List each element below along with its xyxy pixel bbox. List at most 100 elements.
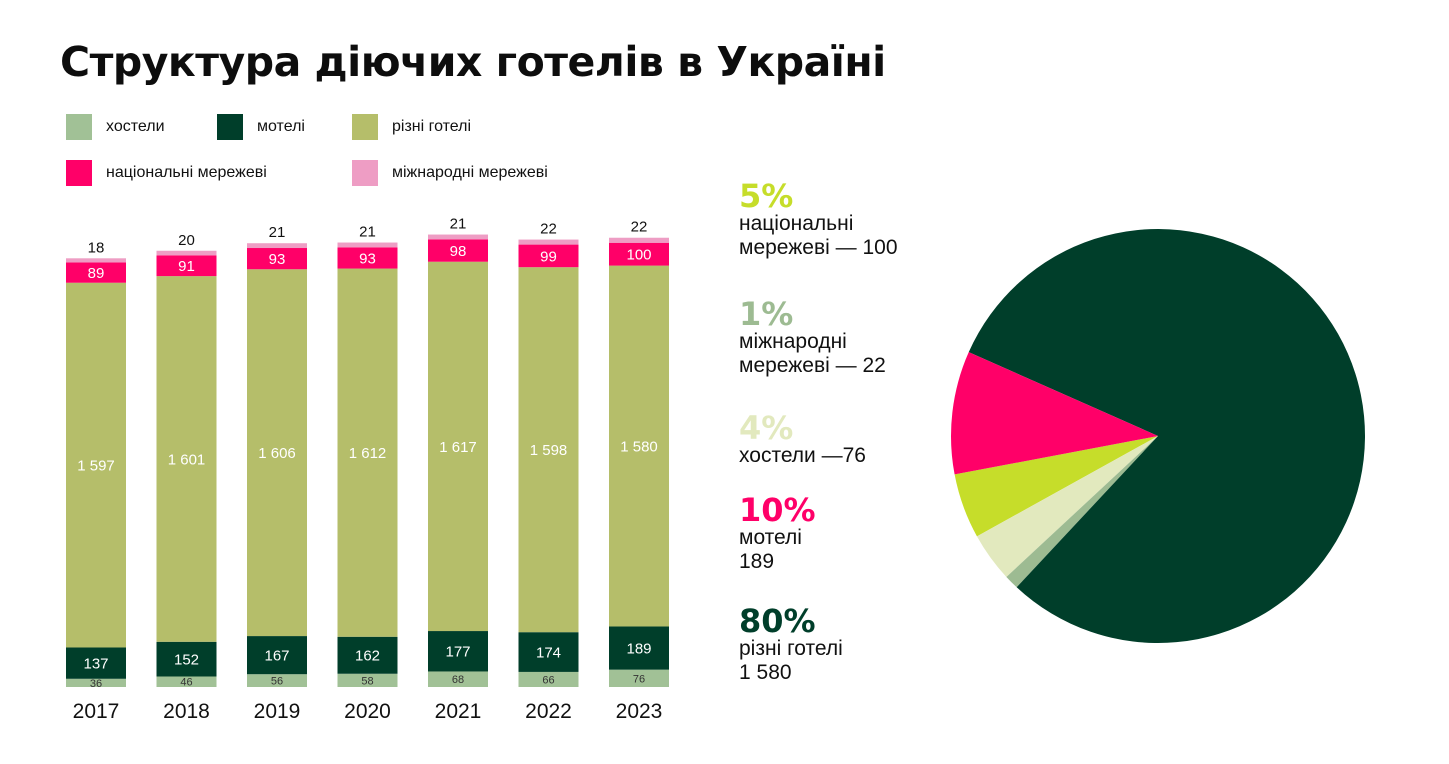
bar-value-label: 20 (178, 232, 195, 249)
chart-title: Структура діючих готелів в Україні (60, 38, 886, 86)
bar-segment (156, 676, 217, 687)
legend-item-hostels: хостели (66, 114, 165, 140)
bar-segment (337, 268, 398, 637)
bar-value-label: 93 (269, 251, 286, 268)
x-tick-label: 2022 (525, 700, 572, 723)
pie-pct-motels: 10% (739, 491, 816, 529)
bar-segment (66, 678, 126, 687)
bar-value-label: 174 (536, 644, 561, 661)
bar-segment (518, 239, 579, 245)
bar-segment (337, 636, 398, 674)
bar-value-label: 18 (88, 239, 105, 256)
bar-value-label: 58 (361, 675, 373, 687)
bar-segment (428, 239, 488, 262)
pie-slice (976, 436, 1158, 577)
bar-value-label: 91 (178, 258, 195, 275)
bar-segment (337, 673, 398, 687)
bar-segment (247, 674, 307, 687)
bar-segment (66, 258, 126, 263)
bar-segment (247, 248, 307, 270)
bar-stack: 76 189 1 580 100 22 (609, 219, 669, 687)
bar-value-label: 1 598 (530, 442, 568, 459)
bar-value-label: 1 617 (439, 439, 477, 456)
pie-slice (954, 436, 1158, 537)
bar-value-label: 189 (626, 640, 651, 657)
bar-value-label: 1 606 (258, 445, 296, 462)
x-tick-label: 2018 (163, 700, 210, 723)
bar-stack: 36 137 1 597 89 18 (66, 239, 126, 690)
bar-value-label: 21 (359, 224, 376, 241)
legend-label-international: міжнародні мережеві (392, 164, 548, 181)
pie-slice (968, 229, 1366, 644)
bar-value-label: 21 (269, 224, 286, 241)
bar-stack: 66 174 1 598 99 22 (518, 221, 579, 687)
bar-value-label: 137 (83, 656, 108, 673)
pie-pct-various: 80% (739, 602, 816, 640)
bar-value-label: 177 (445, 644, 470, 661)
bar-segment (518, 244, 579, 268)
bar-stack: 56 167 1 606 93 21 (247, 224, 307, 688)
bar-segment (428, 631, 488, 672)
pie-label-national: національні мережеві — 100 (739, 212, 898, 259)
pie-label-motels: мотелі 189 (739, 526, 802, 573)
bar-value-label: 93 (359, 250, 376, 267)
legend-label-various: різні готелі (392, 118, 472, 135)
pie-pct-hostels: 4% (739, 409, 794, 447)
bar-value-label: 89 (88, 265, 105, 282)
bar-segment (518, 671, 579, 687)
legend-item-international: міжнародні мережеві (352, 160, 548, 186)
bar-segment (247, 269, 307, 637)
bar-segment (247, 636, 307, 675)
bar-segment (337, 242, 398, 248)
bar-segment (428, 234, 488, 240)
bar-value-label: 1 601 (168, 451, 206, 468)
bar-value-label: 21 (450, 216, 467, 233)
bar-segment (156, 641, 217, 677)
bar-segment (518, 632, 579, 672)
pie-slice (951, 352, 1158, 475)
bar-stack: 58 162 1 612 93 21 (337, 224, 398, 687)
bar-value-label: 68 (452, 674, 464, 686)
pie-label-international: міжнародні мережеві — 22 (739, 330, 886, 377)
bar-value-label: 1 580 (620, 438, 658, 455)
bar-segment (66, 282, 126, 648)
x-tick-label: 2023 (616, 700, 663, 723)
legend-label-motels: мотелі (257, 118, 305, 135)
bar-value-label: 100 (626, 247, 651, 264)
bar-segment (428, 671, 488, 687)
bar-segment (609, 626, 669, 670)
bar-value-label: 99 (540, 248, 557, 265)
legend-item-national: національні мережеві (66, 160, 267, 186)
pie-pct-national: 5% (739, 177, 794, 215)
bar-value-label: 167 (264, 648, 289, 665)
bar-segment (609, 242, 669, 266)
bar-value-label: 76 (633, 673, 645, 685)
legend-label-national: національні мережеві (106, 164, 267, 181)
legend-swatch-national (66, 160, 92, 186)
x-tick-label: 2021 (435, 700, 482, 723)
legend-swatch-international (352, 160, 378, 186)
bar-stack: 46 152 1 601 91 20 (156, 232, 217, 689)
bar-value-label: 152 (174, 652, 199, 669)
pie-label-hostels: хостели —76 (739, 444, 866, 467)
bar-stack: 68 177 1 617 98 21 (428, 216, 488, 687)
legend-swatch-hostels (66, 114, 92, 140)
x-tick-label: 2017 (73, 700, 120, 723)
legend-swatch-motels (217, 114, 243, 140)
bar-segment (609, 237, 669, 243)
x-tick-label: 2019 (254, 700, 301, 723)
legend-item-various: різні готелі (352, 114, 471, 140)
bar-value-label: 1 612 (349, 445, 387, 462)
bar-value-label: 22 (540, 221, 557, 238)
bar-value-label: 36 (90, 678, 102, 690)
x-tick-label: 2020 (344, 700, 391, 723)
legend-item-motels: мотелі (217, 114, 305, 140)
bar-segment (518, 267, 579, 633)
pie-label-various: різні готелі 1 580 (739, 637, 843, 684)
legend-swatch-various (352, 114, 378, 140)
pie-pct-international: 1% (739, 295, 794, 333)
bar-segment (156, 250, 217, 256)
bar-value-label: 1 597 (77, 458, 115, 475)
bar-value-label: 46 (180, 677, 192, 689)
